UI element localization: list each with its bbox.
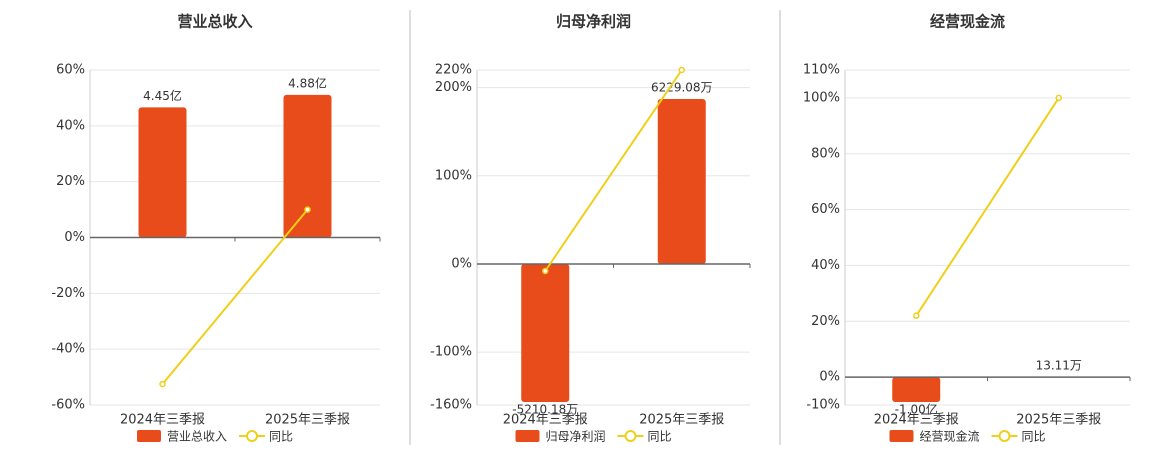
legend-label: 同比 xyxy=(1022,430,1046,444)
legend-label: 经营现金流 xyxy=(920,429,980,444)
value-label: -1.00亿 xyxy=(895,402,938,417)
legend-label: 同比 xyxy=(648,430,672,444)
y-tick-label: 0% xyxy=(64,230,85,245)
y-tick-label: -100% xyxy=(430,345,472,360)
bar xyxy=(283,94,332,238)
bar xyxy=(521,263,570,403)
value-label: 4.88亿 xyxy=(288,75,327,90)
y-tick-label: 40% xyxy=(56,118,85,133)
value-label: -5210.18万 xyxy=(512,403,578,417)
y-tick-label: 100% xyxy=(435,168,472,183)
y-tick-label: 20% xyxy=(811,314,840,329)
bar xyxy=(138,107,187,238)
line xyxy=(161,208,309,385)
value-label: 4.45亿 xyxy=(143,88,182,103)
line-point xyxy=(159,380,166,388)
x-tick-label: 2025年三季报 xyxy=(265,413,350,428)
y-tick-label: 100% xyxy=(803,90,840,105)
chart-title: 经营现金流 xyxy=(930,13,1005,31)
bar xyxy=(892,377,941,403)
legend-label: 营业总收入 xyxy=(167,430,227,444)
y-tick-label: 0% xyxy=(451,256,472,271)
line-point xyxy=(1055,94,1062,102)
chart-title: 营业总收入 xyxy=(177,13,252,31)
legend-swatch xyxy=(246,430,259,442)
y-tick-label: 80% xyxy=(811,146,840,161)
y-tick-label: -160% xyxy=(430,398,472,413)
x-tick-label: 2024年三季报 xyxy=(120,413,205,428)
y-tick-label: 60% xyxy=(56,63,85,78)
y-tick-label: -20% xyxy=(51,286,85,301)
value-label: 6229.08万 xyxy=(651,80,713,94)
value-label: 13.11万 xyxy=(1036,359,1082,373)
bar xyxy=(657,98,706,264)
y-tick-label: -10% xyxy=(806,398,840,413)
line-point xyxy=(542,267,549,275)
y-tick-label: 20% xyxy=(56,174,85,189)
line xyxy=(544,69,683,272)
y-tick-label: -40% xyxy=(51,342,85,357)
chart-title: 归母净利润 xyxy=(556,13,631,31)
line-point xyxy=(913,312,920,319)
x-tick-label: 2025年三季报 xyxy=(1016,413,1101,428)
y-tick-label: 200% xyxy=(435,80,472,95)
y-tick-label: 40% xyxy=(811,258,840,273)
legend-swatch xyxy=(889,430,914,442)
y-tick-label: 110% xyxy=(803,63,840,78)
line-point xyxy=(304,206,311,213)
y-tick-label: -60% xyxy=(51,398,85,413)
legend-swatch xyxy=(998,430,1011,442)
x-tick-label: 2024年三季报 xyxy=(874,413,959,428)
legend-label: 归母净利润 xyxy=(546,430,606,444)
y-tick-label: 0% xyxy=(819,370,840,385)
y-tick-label: 60% xyxy=(811,202,840,217)
legend-label: 同比 xyxy=(269,430,293,444)
line xyxy=(915,97,1060,317)
legend-swatch xyxy=(624,430,637,442)
x-tick-label: 2024年三季报 xyxy=(503,413,588,428)
legend-swatch xyxy=(515,430,540,442)
line-point xyxy=(678,66,685,74)
legend-swatch xyxy=(137,430,161,442)
x-tick-label: 2025年三季报 xyxy=(639,413,724,428)
y-tick-label: 220% xyxy=(435,63,472,78)
